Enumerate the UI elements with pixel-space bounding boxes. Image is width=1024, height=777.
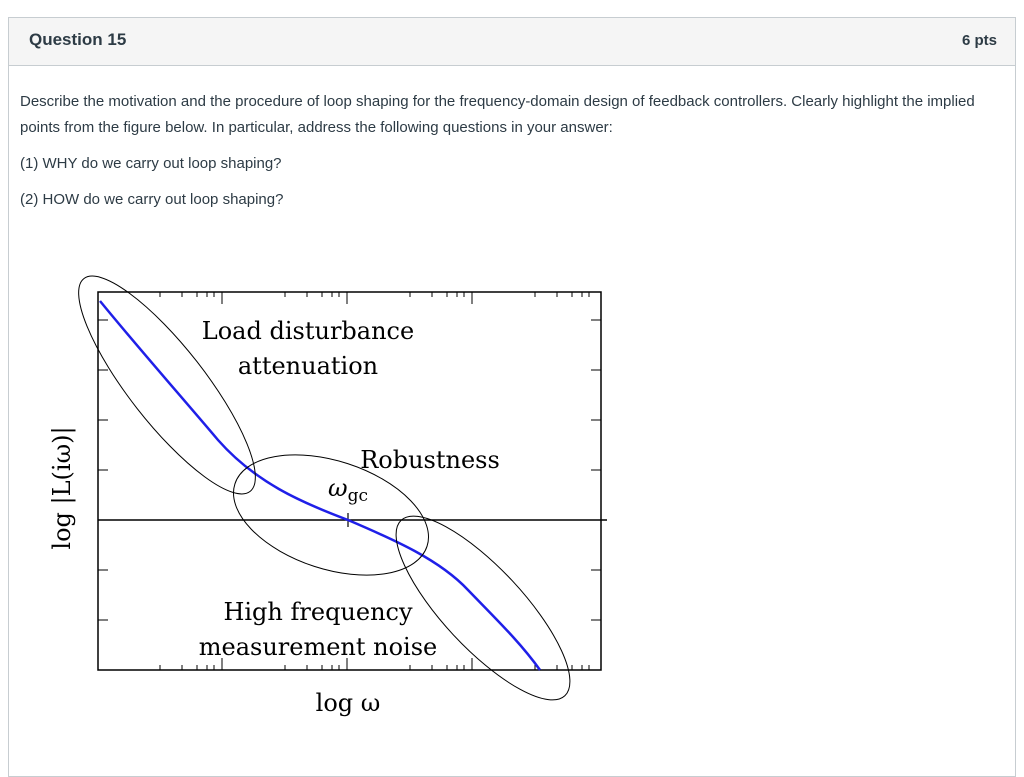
label-noise-line1: High frequency: [223, 598, 413, 626]
low-frequency-ellipse: [78, 275, 256, 495]
label-robustness: Robustness: [360, 446, 500, 474]
omega-subscript: gc: [348, 486, 368, 506]
high-frequency-ellipse: [395, 515, 571, 701]
plot-frame: [97, 291, 602, 671]
question-card: Question 15 6 pts: [8, 17, 1016, 777]
crossover-ellipse: [233, 454, 429, 576]
omega-symbol: ω: [328, 474, 348, 502]
label-load-line2: attenuation: [238, 352, 378, 380]
label-load-line1: Load disturbance: [202, 317, 414, 345]
loop-shaping-figure: Load disturbance attenuation Robustness …: [48, 275, 607, 717]
plot-ticks: [98, 292, 601, 670]
y-axis-label: log |L(iω)|: [48, 426, 77, 549]
question-header: Question 15 6 pts: [9, 18, 1015, 66]
question-body: Describe the motivation and the procedur…: [20, 89, 995, 223]
question-title: Question 15: [29, 30, 127, 49]
question-item-how: (2) HOW do we carry out loop shaping?: [20, 191, 284, 208]
question-item-why: (1) WHY do we carry out loop shaping?: [20, 155, 282, 172]
loop-gain-curve: [99, 300, 542, 671]
label-noise-line2: measurement noise: [199, 633, 438, 661]
label-omega-gc: ωgc: [328, 474, 368, 506]
question-points: 6 pts: [961, 32, 997, 49]
question-prompt: Describe the motivation and the procedur…: [20, 93, 975, 136]
x-axis-label: log ω: [316, 689, 381, 717]
